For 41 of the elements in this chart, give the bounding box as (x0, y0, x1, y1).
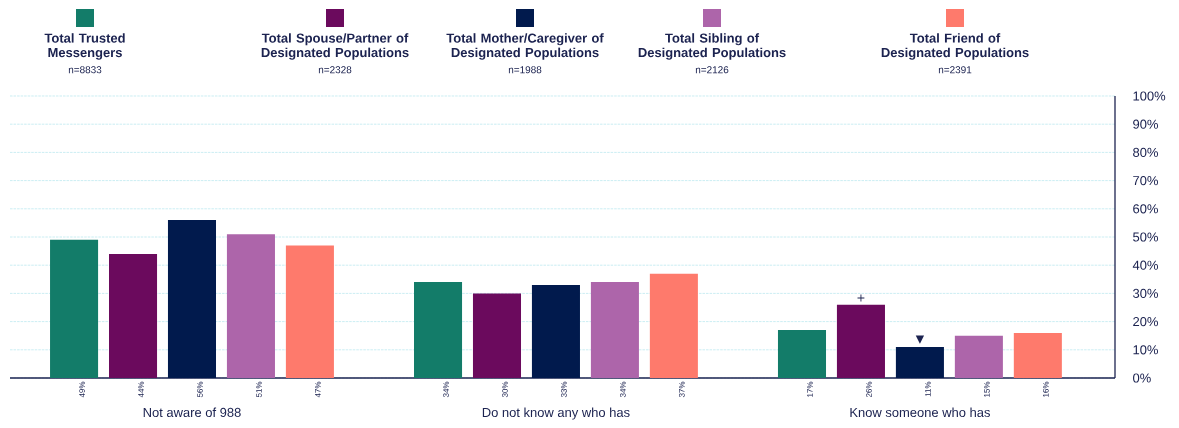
bar (954, 335, 1003, 378)
x-tick-label: Know someone who has (850, 407, 990, 418)
y-tick-label: 50% (1133, 232, 1158, 242)
bar (590, 282, 639, 378)
bar (472, 293, 522, 378)
bar (109, 253, 158, 378)
y-tick-label: 20% (1133, 317, 1158, 327)
y-tick-label: 80% (1133, 147, 1158, 157)
y-tick-label: 70% (1133, 176, 1158, 186)
bar (836, 304, 885, 378)
annotation: + (857, 294, 865, 302)
legend-label: Total Trusted Messengers (44, 33, 125, 60)
x-tick-label: Do not know any who has (482, 407, 630, 420)
bar (226, 234, 275, 378)
text: n=2328 (318, 66, 352, 74)
legend-label: Total Spouse/Partner of Designated Populations (261, 33, 409, 60)
y-tick-label: 100% (1133, 91, 1166, 101)
y-tick-label: 40% (1132, 260, 1158, 270)
bar (167, 220, 216, 378)
bar (414, 282, 463, 378)
text: n=2126 (695, 66, 729, 74)
y-tick-label: 0% (1133, 373, 1151, 383)
bar (649, 273, 698, 378)
y-tick-label: 30% (1133, 288, 1158, 298)
bar (285, 245, 334, 378)
annotation: ▼ (915, 335, 925, 344)
bar (1013, 332, 1062, 378)
y-tick-label: 10% (1133, 345, 1158, 355)
legend-label: Total Mother/Caregiver of Designated Populations (446, 33, 604, 60)
bar (777, 330, 827, 378)
text: n=2391 (938, 66, 972, 74)
bar (50, 239, 99, 378)
text: n=1988 (508, 66, 542, 74)
bar (531, 284, 580, 378)
y-tick-label: 60% (1133, 204, 1158, 214)
x-tick-label: Not aware of 988 (143, 407, 241, 418)
y-tick-label: 90% (1133, 119, 1158, 129)
bar (895, 346, 944, 378)
legend-label: Total Friend of Designated Populations (881, 33, 1029, 60)
text: n=8833 (68, 66, 102, 74)
legend-label: Total Sibling of Designated Populations (638, 33, 786, 60)
